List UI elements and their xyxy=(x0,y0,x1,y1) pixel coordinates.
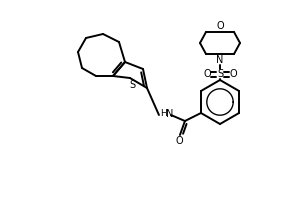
Text: O: O xyxy=(175,136,183,146)
Text: N: N xyxy=(166,109,174,119)
Text: S: S xyxy=(129,80,135,90)
Text: O: O xyxy=(216,21,224,31)
Text: S: S xyxy=(217,69,223,79)
Text: O: O xyxy=(203,69,211,79)
Text: O: O xyxy=(229,69,237,79)
Text: H: H xyxy=(160,110,167,118)
Text: N: N xyxy=(216,55,224,65)
